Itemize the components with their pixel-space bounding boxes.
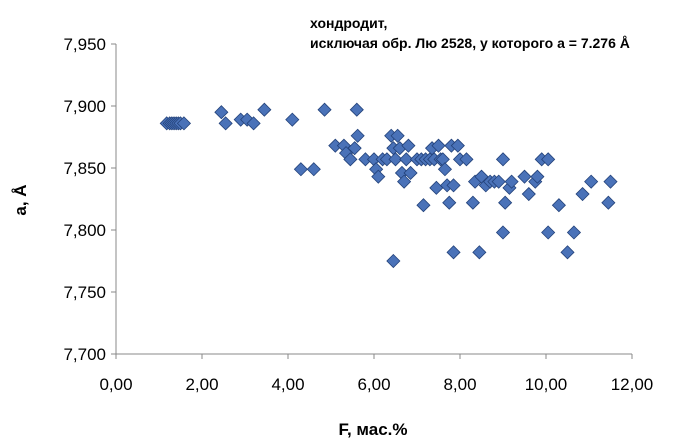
data-point <box>403 165 418 181</box>
data-point <box>350 128 365 143</box>
data-point <box>495 152 511 167</box>
data-point <box>603 174 618 189</box>
data-point <box>371 169 386 184</box>
data-point <box>214 105 229 120</box>
data-points <box>159 102 618 269</box>
x-tick-label: 8,00 <box>443 375 476 394</box>
data-point <box>541 225 556 240</box>
data-point <box>517 169 532 184</box>
x-tick-label: 10,00 <box>525 375 568 394</box>
annotation-line-1: хондродит, <box>310 15 387 31</box>
x-axis: 0,00 2,00 4,00 6,00 8,00 10,00 12,00 <box>99 354 653 394</box>
x-tick-label: 12,00 <box>611 375 654 394</box>
data-point <box>218 116 233 131</box>
data-point <box>390 128 405 143</box>
data-point <box>306 162 321 177</box>
data-point <box>388 152 403 167</box>
y-tick-label: 7,750 <box>63 283 106 302</box>
data-point <box>397 174 412 189</box>
y-tick-label: 7,850 <box>63 159 106 178</box>
data-point <box>495 225 511 240</box>
y-tick-label: 7,800 <box>63 221 106 240</box>
y-tick-label: 7,900 <box>63 97 106 116</box>
data-point <box>498 195 513 210</box>
data-point <box>399 152 414 167</box>
data-point <box>285 112 300 127</box>
data-point <box>257 102 272 117</box>
data-point <box>343 152 358 167</box>
x-axis-title: F, мас.% <box>338 420 407 439</box>
data-point <box>431 138 446 153</box>
data-point <box>584 174 599 189</box>
data-point <box>429 180 444 195</box>
annotation-line-2: исключая обр. Лю 2528, у которого а = 7.… <box>310 35 630 51</box>
data-point <box>504 174 519 189</box>
data-point <box>491 174 506 189</box>
data-point <box>459 152 474 167</box>
data-point <box>601 195 616 210</box>
data-point <box>560 245 575 260</box>
data-point <box>176 116 192 131</box>
data-point <box>472 245 487 260</box>
data-point <box>530 169 545 184</box>
x-tick-label: 4,00 <box>271 375 304 394</box>
plot-area <box>115 44 632 355</box>
x-tick-label: 0,00 <box>99 375 132 394</box>
data-point <box>401 138 416 153</box>
data-point <box>349 102 364 117</box>
data-point <box>450 138 465 153</box>
data-point <box>416 198 431 213</box>
data-point <box>317 102 332 117</box>
data-point <box>446 178 461 193</box>
y-axis: 7,700 7,750 7,800 7,850 7,900 7,950 <box>63 35 116 364</box>
data-point <box>465 195 480 210</box>
y-tick-label: 7,950 <box>63 35 106 54</box>
data-point <box>575 186 590 202</box>
data-point <box>437 162 453 177</box>
data-point <box>566 225 582 240</box>
data-point <box>442 195 457 210</box>
data-point <box>446 245 461 260</box>
data-point <box>551 198 566 213</box>
data-point <box>541 152 556 167</box>
data-point <box>347 141 362 156</box>
x-tick-label: 6,00 <box>357 375 390 394</box>
x-tick-label: 2,00 <box>185 375 218 394</box>
y-axis-title: a, Å <box>11 184 30 215</box>
data-point <box>293 162 308 177</box>
data-point <box>386 253 401 269</box>
y-tick-label: 7,700 <box>63 345 106 364</box>
data-point <box>521 186 536 202</box>
data-point <box>246 116 261 131</box>
